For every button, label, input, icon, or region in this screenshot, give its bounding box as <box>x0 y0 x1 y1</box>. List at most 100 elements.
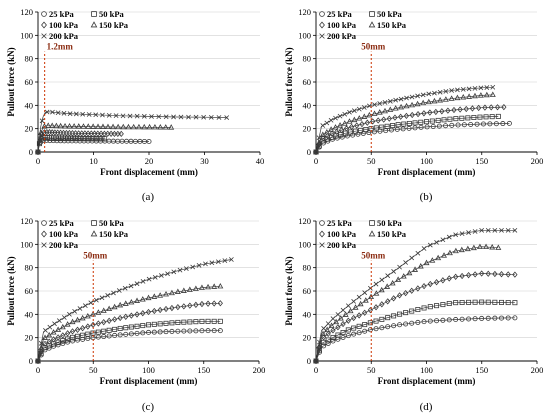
data-point <box>151 123 158 130</box>
series-50-kpa <box>313 299 518 364</box>
y-tick-label: 40 <box>25 309 34 319</box>
data-point <box>65 336 71 342</box>
data-point <box>337 122 344 128</box>
data-point <box>146 276 152 282</box>
x-tick-label: 100 <box>420 156 433 166</box>
data-point <box>38 340 44 346</box>
series-line <box>37 285 221 362</box>
y-tick-label: 0 <box>307 356 311 366</box>
data-point <box>217 328 223 334</box>
legend-label: 200 kPa <box>327 240 357 250</box>
data-point <box>362 322 368 328</box>
data-point <box>387 98 393 104</box>
panel-label: (b) <box>420 191 433 203</box>
data-point <box>379 277 385 283</box>
data-point <box>151 307 157 315</box>
data-point <box>426 91 432 97</box>
data-point <box>409 101 416 108</box>
legend-label: 150 kPa <box>99 20 129 30</box>
data-point <box>88 300 94 306</box>
data-point <box>163 290 170 297</box>
data-point <box>485 299 491 305</box>
legend-label: 100 kPa <box>327 20 357 30</box>
data-point <box>440 302 446 308</box>
data-point <box>134 323 140 329</box>
data-point <box>122 285 128 291</box>
data-point <box>453 273 459 280</box>
y-tick-label: 0 <box>307 147 311 157</box>
data-point <box>382 107 388 114</box>
data-point <box>61 110 67 116</box>
data-point <box>454 94 461 101</box>
data-point <box>75 123 82 129</box>
data-point <box>489 244 496 250</box>
data-point <box>80 325 86 332</box>
data-point <box>157 329 163 335</box>
data-point <box>134 113 140 119</box>
data-point <box>91 136 97 142</box>
reference-label: 50mm <box>83 250 107 260</box>
data-point <box>217 318 223 324</box>
series-50-kpa <box>313 113 501 155</box>
data-point <box>367 306 373 314</box>
data-point <box>406 269 413 276</box>
data-point <box>398 113 404 120</box>
data-point <box>367 320 373 326</box>
data-point <box>346 118 353 124</box>
data-point <box>120 123 127 130</box>
data-point <box>116 288 122 293</box>
series-line <box>37 111 227 153</box>
data-point <box>372 102 377 108</box>
series-line <box>315 273 515 362</box>
data-point <box>356 106 362 112</box>
data-point <box>385 315 391 321</box>
data-point <box>484 85 490 90</box>
data-point <box>128 312 134 319</box>
data-point <box>453 300 459 306</box>
data-point <box>86 112 92 117</box>
data-point <box>483 91 490 98</box>
data-point <box>495 113 501 119</box>
reference-label: 50mm <box>361 41 385 51</box>
data-point <box>472 316 478 322</box>
data-point <box>448 95 455 101</box>
data-point <box>190 264 196 270</box>
data-point <box>439 108 445 115</box>
x-tick-label: 0 <box>36 365 40 375</box>
data-point <box>492 315 498 321</box>
data-point <box>512 315 518 321</box>
data-point <box>340 334 346 340</box>
data-point <box>440 237 446 243</box>
data-point <box>157 306 163 314</box>
data-point <box>468 121 474 127</box>
data-point <box>151 321 157 327</box>
data-point <box>49 122 56 128</box>
data-point <box>485 227 491 233</box>
y-tick-label: 100 <box>20 239 33 249</box>
data-point <box>228 257 234 262</box>
legend-marker <box>319 11 325 17</box>
data-point <box>74 326 81 333</box>
data-point <box>205 300 211 307</box>
legend-marker <box>41 33 47 39</box>
data-point <box>479 227 485 233</box>
data-point <box>64 330 71 337</box>
data-point <box>82 303 88 309</box>
panel-b: 0 50 100 150 200 0 20 40 60 80 100 120 Front displac… <box>284 7 543 203</box>
series-150-kpa <box>313 91 496 155</box>
y-tick-label: 40 <box>303 100 312 110</box>
data-point <box>84 312 91 319</box>
data-point <box>435 117 441 123</box>
data-point <box>356 323 362 329</box>
data-point <box>458 246 465 253</box>
x-tick-label: 0 <box>314 156 318 166</box>
data-point <box>477 92 484 98</box>
data-point <box>42 340 48 348</box>
data-point <box>211 328 217 334</box>
data-point <box>403 112 410 120</box>
data-point <box>460 94 467 100</box>
data-point <box>362 297 369 303</box>
data-point <box>431 97 438 104</box>
data-point <box>356 312 362 319</box>
data-point <box>474 121 480 127</box>
